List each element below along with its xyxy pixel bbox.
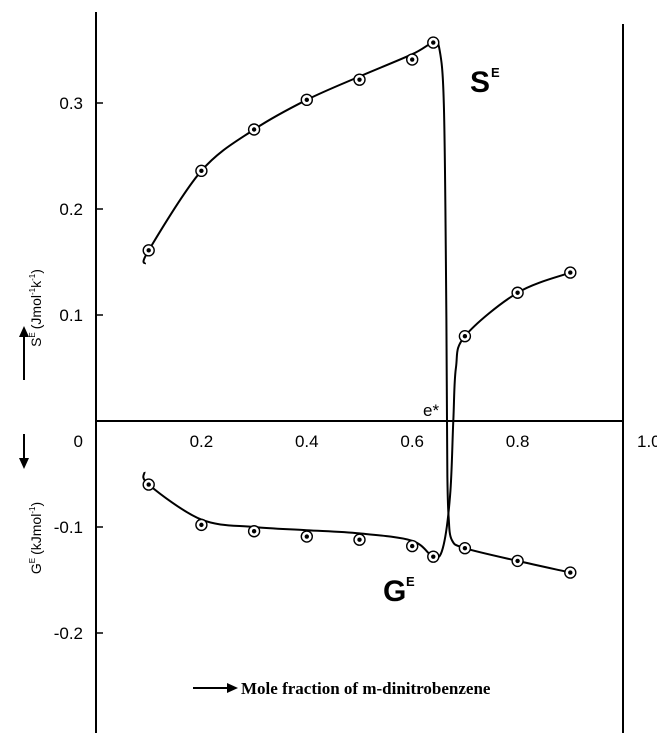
data-point-se-center bbox=[146, 248, 151, 253]
data-point-se-center bbox=[304, 97, 309, 103]
y-axis-label-lower: GE(kJmol-1) bbox=[28, 502, 44, 574]
x-tick-label: 0.2 bbox=[190, 432, 214, 451]
curves bbox=[142, 40, 571, 574]
data-point-ge-center bbox=[251, 529, 257, 534]
data-point-se-center bbox=[515, 290, 520, 295]
y-tick-label: -0.2 bbox=[54, 624, 83, 643]
y-tick-label: -0.1 bbox=[54, 518, 83, 537]
series-label-ge-sup: E bbox=[406, 574, 415, 589]
data-point-ge-center bbox=[568, 570, 573, 575]
series-label-ge: G bbox=[383, 575, 406, 608]
data-point-se-center bbox=[568, 270, 573, 275]
data-point-ge-center bbox=[199, 522, 204, 528]
x-arrow-right-icon bbox=[193, 683, 238, 693]
y-axis-label-upper: SE(Jmol-1k-1) bbox=[28, 269, 44, 347]
x-tick-label: 0.8 bbox=[506, 432, 530, 451]
data-point-se-center bbox=[199, 168, 204, 174]
data-point-ge-center bbox=[304, 534, 309, 539]
data-markers bbox=[142, 36, 577, 579]
x-axis-label: Mole fraction of m-dinitrobenzene bbox=[241, 679, 491, 698]
data-point-ge-center bbox=[462, 546, 468, 551]
data-point-ge-center bbox=[357, 537, 362, 542]
series-curve-ge bbox=[142, 271, 571, 559]
series-curve-se bbox=[142, 40, 571, 574]
labels: e* S E G E SE(Jmol-1k-1) GE(kJmol-1) bbox=[19, 65, 500, 698]
series-label-se: S bbox=[470, 66, 490, 99]
x-tick-label: 1.0 bbox=[637, 432, 657, 451]
y-arrow-down-icon bbox=[19, 434, 29, 469]
x-tick-label: 0.4 bbox=[295, 432, 319, 451]
data-point-se-center bbox=[357, 77, 362, 82]
data-point-se-center bbox=[462, 334, 468, 339]
y-tick-label: 0.2 bbox=[59, 200, 83, 219]
data-point-ge-center bbox=[431, 554, 436, 559]
data-point-se-center bbox=[431, 40, 436, 45]
data-point-ge-center bbox=[410, 543, 415, 549]
axes: 0.2 0.4 0.6 0.8 1.0 0.3 0.2 0.1 0 -0.1 -0.2 bbox=[54, 12, 657, 733]
data-point-se-center bbox=[251, 127, 257, 132]
x-tick-label: 0.6 bbox=[400, 432, 424, 451]
data-point-ge-center bbox=[146, 482, 151, 487]
eutectic-label: e* bbox=[423, 401, 439, 420]
y-tick-label: 0.1 bbox=[59, 306, 83, 325]
series-label-se-sup: E bbox=[491, 65, 500, 80]
y-tick-label: 0.3 bbox=[59, 94, 83, 113]
data-point-se-center bbox=[410, 57, 415, 62]
data-point-ge-center bbox=[515, 558, 520, 564]
y-tick-label: 0 bbox=[74, 432, 83, 451]
y-arrow-up-icon bbox=[19, 326, 29, 380]
